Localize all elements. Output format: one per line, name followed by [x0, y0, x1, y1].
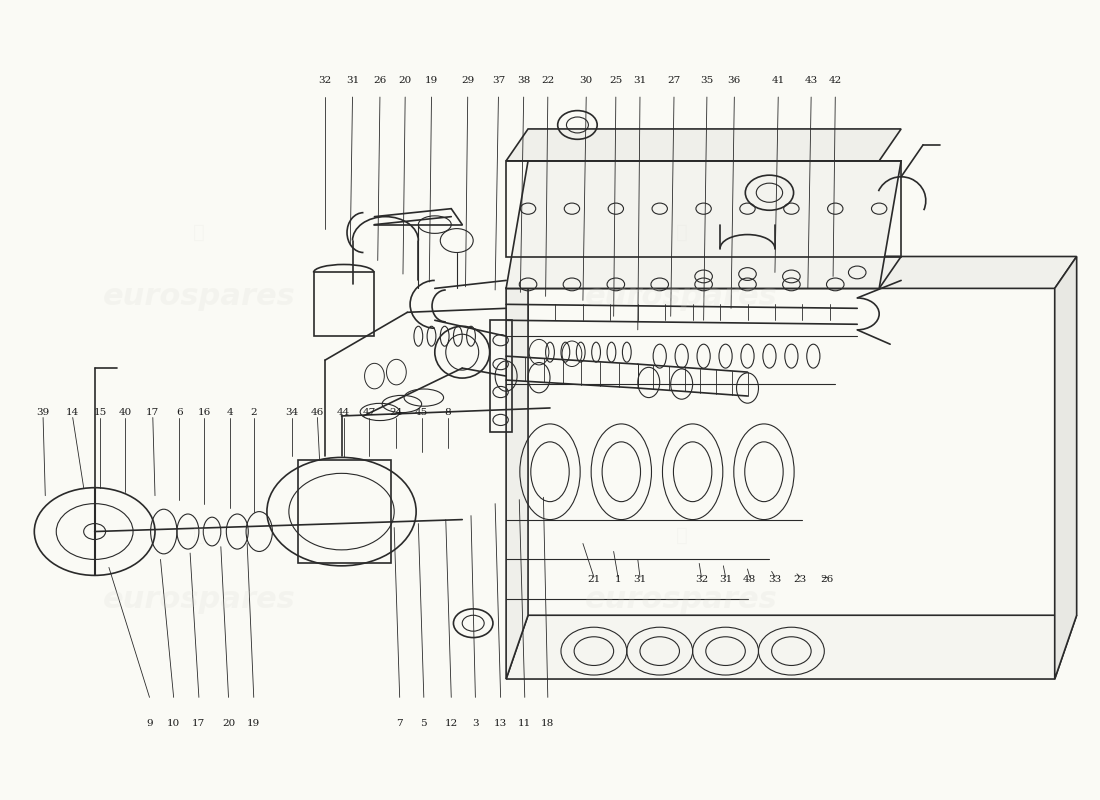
Text: 2: 2: [251, 408, 257, 417]
Text: 29: 29: [461, 76, 474, 85]
Text: eurospares: eurospares: [102, 282, 295, 311]
Text: 11: 11: [518, 719, 531, 728]
Bar: [315, 273, 374, 336]
Text: eurospares: eurospares: [585, 585, 778, 614]
Polygon shape: [506, 615, 1077, 679]
Bar: [506, 161, 901, 257]
Polygon shape: [1055, 257, 1077, 679]
Text: 17: 17: [192, 719, 206, 728]
Polygon shape: [506, 257, 1077, 288]
Text: 34: 34: [286, 408, 299, 417]
Polygon shape: [506, 161, 901, 288]
Text: 42: 42: [828, 76, 842, 85]
Text: 46: 46: [311, 408, 324, 417]
Text: 16: 16: [198, 408, 211, 417]
Text: 43: 43: [804, 76, 817, 85]
Text: 31: 31: [634, 575, 647, 584]
Text: 32: 32: [318, 76, 332, 85]
Text: 38: 38: [517, 76, 530, 85]
Text: 41: 41: [771, 76, 784, 85]
Text: 26: 26: [820, 575, 833, 584]
Text: 3: 3: [472, 719, 478, 728]
Text: 31: 31: [345, 76, 359, 85]
Text: 30: 30: [580, 76, 593, 85]
Text: 19: 19: [425, 76, 438, 85]
Text: 17: 17: [146, 408, 160, 417]
Text: 🏎: 🏎: [192, 223, 205, 242]
Text: 14: 14: [66, 408, 79, 417]
Text: 🏎: 🏎: [192, 526, 205, 545]
Text: 12: 12: [444, 719, 458, 728]
Text: 44: 44: [337, 408, 350, 417]
Text: 5: 5: [420, 719, 427, 728]
Text: 37: 37: [492, 76, 505, 85]
Text: 10: 10: [167, 719, 180, 728]
Text: 25: 25: [609, 76, 623, 85]
Text: 27: 27: [668, 76, 681, 85]
Text: 1: 1: [615, 575, 622, 584]
Text: 18: 18: [541, 719, 554, 728]
Text: 23: 23: [793, 575, 806, 584]
Text: 13: 13: [494, 719, 507, 728]
Bar: [298, 460, 390, 563]
Text: 31: 31: [719, 575, 733, 584]
Text: 7: 7: [396, 719, 403, 728]
Text: eurospares: eurospares: [102, 585, 295, 614]
Bar: [490, 320, 512, 432]
Polygon shape: [506, 129, 901, 161]
Text: eurospares: eurospares: [585, 282, 778, 311]
Text: 26: 26: [373, 76, 386, 85]
Text: 45: 45: [415, 408, 428, 417]
Text: 47: 47: [362, 408, 375, 417]
Text: 21: 21: [587, 575, 601, 584]
Text: 31: 31: [634, 76, 647, 85]
Text: 20: 20: [398, 76, 411, 85]
Text: 36: 36: [728, 76, 741, 85]
Text: 39: 39: [36, 408, 50, 417]
Text: 32: 32: [695, 575, 708, 584]
Text: 9: 9: [146, 719, 153, 728]
Polygon shape: [506, 257, 901, 288]
Text: 33: 33: [768, 575, 782, 584]
Text: 🏎: 🏎: [675, 526, 688, 545]
Text: 24: 24: [389, 408, 403, 417]
Text: 19: 19: [248, 719, 261, 728]
Text: 48: 48: [744, 575, 757, 584]
Text: 22: 22: [541, 76, 554, 85]
Text: 4: 4: [227, 408, 233, 417]
Text: 8: 8: [444, 408, 451, 417]
Text: 6: 6: [176, 408, 183, 417]
Text: 15: 15: [94, 408, 107, 417]
Text: 35: 35: [701, 76, 714, 85]
Text: 20: 20: [222, 719, 235, 728]
Polygon shape: [506, 257, 528, 679]
Text: 40: 40: [119, 408, 132, 417]
Text: 🏎: 🏎: [675, 223, 688, 242]
